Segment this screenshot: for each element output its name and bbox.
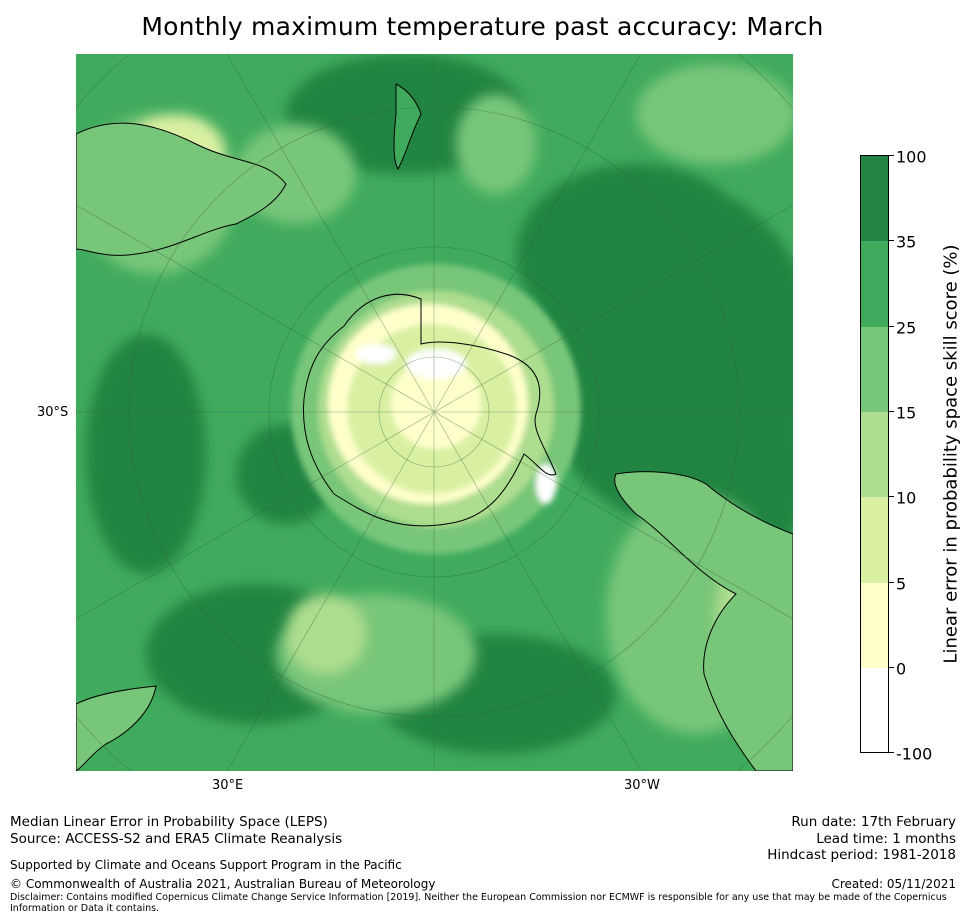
polar-map xyxy=(76,54,793,771)
colorbar-segment xyxy=(861,241,888,327)
colorbar-segment xyxy=(861,668,888,752)
colorbar-tick xyxy=(889,496,894,497)
colorbar-axis-label: Linear error in probability space skill … xyxy=(940,244,962,664)
footer-source: Source: ACCESS-S2 and ERA5 Climate Reana… xyxy=(10,831,343,847)
africa-coastline xyxy=(76,685,157,771)
colorbar-tick-label: 5 xyxy=(896,574,907,594)
colorbar-tick xyxy=(889,752,894,753)
colorbar-tick-label: 35 xyxy=(896,232,917,252)
colorbar-segment xyxy=(861,156,888,241)
colorbar-segment xyxy=(861,583,888,668)
australia-coastline xyxy=(76,122,287,256)
antarctica-coastline xyxy=(303,293,557,527)
colorbar-tick xyxy=(889,582,894,583)
run-date: Run date: 17th February xyxy=(791,814,956,830)
colorbar-tick xyxy=(889,326,894,327)
new-zealand-coastline xyxy=(393,83,422,171)
footer-support: Supported by Climate and Oceans Support … xyxy=(10,858,402,872)
lat-label-30s: 30°S xyxy=(37,405,69,420)
colorbar-tick-label: 100 xyxy=(896,147,927,167)
colorbar-tick xyxy=(889,667,894,668)
colorbar-tick-label: -100 xyxy=(896,744,933,764)
created-date: Created: 05/11/2021 xyxy=(831,877,956,891)
hindcast-period: Hindcast period: 1981-2018 xyxy=(767,847,956,863)
footer-disclaimer: Disclaimer: Contains modified Copernicus… xyxy=(10,892,947,914)
colorbar xyxy=(860,155,889,753)
colorbar-segment xyxy=(861,327,888,412)
colorbar-tick xyxy=(889,411,894,412)
colorbar-tick-label: 10 xyxy=(896,488,917,508)
colorbar-segment xyxy=(861,497,888,583)
chart-title: Monthly maximum temperature past accurac… xyxy=(141,12,824,41)
lead-time: Lead time: 1 months xyxy=(816,831,956,847)
south-america-coastline xyxy=(614,471,793,771)
graticule xyxy=(76,54,793,771)
colorbar-tick-label: 25 xyxy=(896,318,917,338)
colorbar-segment xyxy=(861,412,888,497)
lon-label-30w: 30°W xyxy=(624,778,660,793)
map-svg xyxy=(76,54,793,771)
lon-label-30e: 30°E xyxy=(212,778,244,793)
colorbar-tick xyxy=(889,155,894,156)
colorbar-tick-label: 15 xyxy=(896,403,917,423)
footer-method: Median Linear Error in Probability Space… xyxy=(10,814,328,830)
colorbar-tick xyxy=(889,240,894,241)
colorbar-tick-label: 0 xyxy=(896,659,907,679)
footer-copyright: © Commonwealth of Australia 2021, Austra… xyxy=(10,877,436,891)
